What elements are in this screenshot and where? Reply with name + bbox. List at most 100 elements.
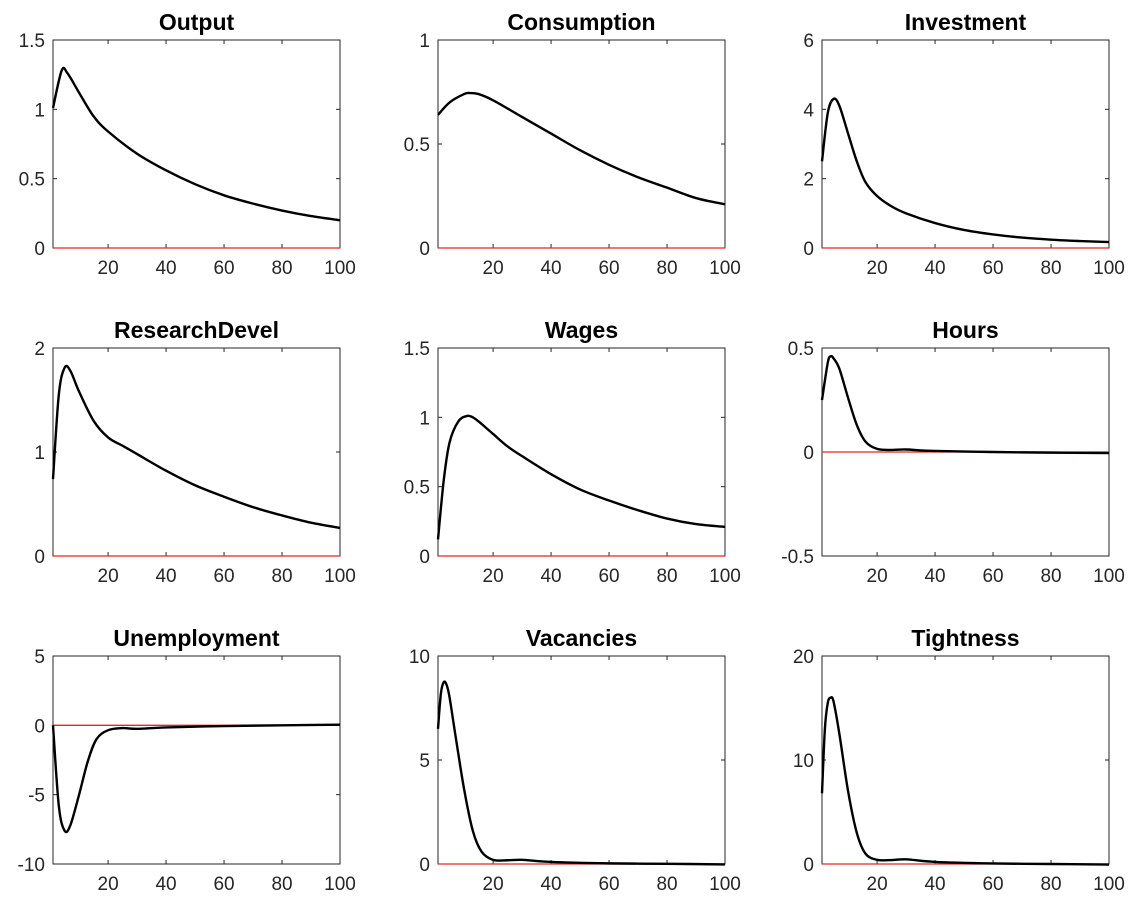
panel-wages: Wages 20 40 60 80 100 0 0.5 1 1.5: [404, 317, 741, 587]
y-tick-label: 1: [419, 408, 430, 429]
series-line-investment: [820, 97, 1110, 244]
y-tick-label: 2: [34, 339, 45, 360]
series-line-output: [51, 66, 341, 222]
panel-tightness: Tightness 20 40 60 80 100 0 10 20: [793, 625, 1125, 895]
y-tick-label: 0.5: [19, 170, 45, 191]
y-tick-label: 0: [419, 855, 430, 876]
x-tick-label: 80: [271, 566, 292, 587]
x-tick-label: 40: [155, 566, 176, 587]
x-tick-label: 60: [598, 874, 619, 895]
x-tick-label: 80: [656, 258, 677, 279]
y-tick-label: -5: [28, 786, 45, 807]
y-tick-label: 1.5: [19, 31, 45, 52]
x-tick-label: 100: [709, 258, 741, 279]
axes-box-output: [52, 39, 341, 249]
y-tick-label: -0.5: [781, 547, 814, 568]
panel-researchdevel: ResearchDevel 20 40 60 80 100 0 1 2: [34, 317, 355, 587]
axes-box-researchdevel: [52, 347, 341, 557]
y-tick-label: 20: [793, 647, 814, 668]
x-tick-label: 40: [155, 258, 176, 279]
x-tick-label: 80: [656, 566, 677, 587]
series-line-hours: [820, 354, 1110, 455]
x-tick-label: 20: [867, 566, 888, 587]
x-tick-label: 100: [324, 874, 356, 895]
panel-unemployment: Unemployment 20 40 60 80 100 -10 -5 0 5: [18, 625, 356, 895]
x-tick-label: 60: [598, 258, 619, 279]
x-tick-label: 20: [483, 566, 504, 587]
x-tick-label: 100: [1093, 566, 1125, 587]
panel-vacancies: Vacancies 20 40 60 80 100 0 5 10: [409, 625, 741, 895]
x-tick-label: 40: [924, 258, 945, 279]
x-tick-label: 80: [1040, 566, 1061, 587]
series-line-vacancies: [436, 680, 726, 866]
x-tick-label: 80: [271, 874, 292, 895]
y-tick-label: 10: [793, 751, 814, 772]
axes-box-wages: [437, 347, 726, 557]
y-tick-label: 0: [803, 855, 814, 876]
x-tick-label: 100: [1093, 874, 1125, 895]
panel-title: Hours: [932, 317, 998, 343]
y-tick-label: 5: [419, 751, 430, 772]
x-tick-label: 40: [924, 566, 945, 587]
y-tick-label: 0: [34, 547, 45, 568]
y-tick-label: 0.5: [404, 478, 430, 499]
y-tick-label: 0.5: [788, 339, 814, 360]
panel-title: Tightness: [911, 625, 1019, 651]
series-line-unemployment: [51, 723, 341, 834]
x-tick-label: 60: [982, 566, 1003, 587]
y-tick-label: 0: [803, 239, 814, 260]
x-tick-label: 100: [1093, 258, 1125, 279]
x-tick-label: 20: [867, 258, 888, 279]
y-tick-label: 0: [419, 547, 430, 568]
x-tick-label: 40: [540, 566, 561, 587]
y-tick-label: 1.5: [404, 339, 430, 360]
y-tick-label: 6: [803, 31, 814, 52]
series-line-consumption: [437, 91, 726, 206]
axes-box-unemployment: [52, 655, 341, 865]
y-tick-label: 5: [34, 647, 45, 668]
y-tick-label: 4: [803, 100, 814, 121]
panel-consumption: Consumption 20 40 60 80 100 0 0.5 1: [404, 9, 741, 279]
x-tick-label: 20: [98, 566, 119, 587]
x-tick-label: 100: [324, 258, 356, 279]
y-tick-label: 10: [409, 647, 430, 668]
x-tick-label: 100: [709, 566, 741, 587]
x-tick-label: 80: [271, 258, 292, 279]
y-tick-label: 1: [34, 100, 45, 121]
x-tick-label: 60: [598, 566, 619, 587]
y-tick-label: 0: [34, 716, 45, 737]
panel-title: Output: [159, 9, 235, 35]
x-tick-label: 40: [540, 258, 561, 279]
y-tick-label: 1: [34, 443, 45, 464]
x-tick-label: 80: [1040, 874, 1061, 895]
axes-box-consumption: [437, 39, 726, 249]
x-tick-label: 80: [656, 874, 677, 895]
panel-title: Consumption: [507, 9, 655, 35]
x-tick-label: 40: [924, 874, 945, 895]
axes-box-investment: [821, 39, 1110, 249]
x-tick-label: 20: [867, 874, 888, 895]
axes-box-vacancies: [437, 655, 726, 865]
panel-output: Output 20 40 60 80 100 0 0.5 1 1.5: [19, 9, 356, 279]
y-tick-label: 0: [419, 239, 430, 260]
x-tick-label: 80: [1040, 258, 1061, 279]
panel-title: Unemployment: [113, 625, 279, 651]
panel-hours: Hours 20 40 60 80 100 -0.5 0 0.5: [781, 317, 1125, 587]
series-line-researchdevel: [51, 364, 341, 530]
y-tick-label: 2: [803, 170, 814, 191]
panel-investment: Investment 20 40 60 80 100 0 2 4 6: [803, 9, 1124, 279]
x-tick-label: 60: [982, 258, 1003, 279]
axes-box-tightness: [821, 655, 1110, 865]
x-tick-label: 60: [213, 258, 234, 279]
y-tick-label: 0.5: [404, 135, 430, 156]
panel-title: Investment: [905, 9, 1027, 35]
y-tick-label: 1: [419, 31, 430, 52]
x-tick-label: 20: [483, 874, 504, 895]
x-tick-label: 40: [155, 874, 176, 895]
x-tick-label: 40: [540, 874, 561, 895]
panel-title: Vacancies: [526, 625, 637, 651]
x-tick-label: 20: [98, 874, 119, 895]
x-tick-label: 100: [709, 874, 741, 895]
x-tick-label: 60: [213, 874, 234, 895]
